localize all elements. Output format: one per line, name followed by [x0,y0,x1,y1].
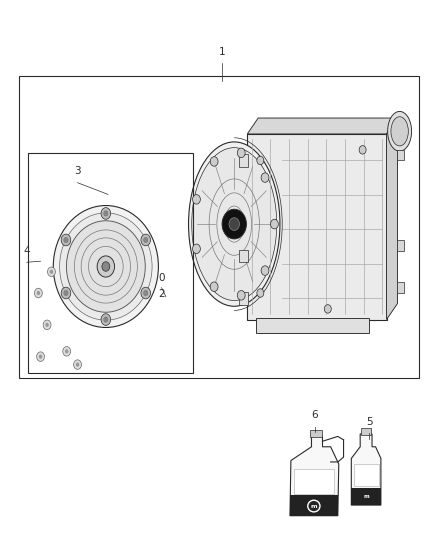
Circle shape [97,256,115,277]
Circle shape [65,349,68,353]
Circle shape [101,314,111,325]
Ellipse shape [53,206,159,327]
Circle shape [37,352,45,361]
Text: 6: 6 [311,410,318,420]
Text: 5: 5 [366,417,372,426]
Circle shape [104,211,108,216]
Bar [396,282,404,293]
Circle shape [64,290,68,296]
Text: 1: 1 [219,47,226,57]
Bar [351,488,381,505]
Circle shape [102,262,110,271]
Ellipse shape [308,500,320,512]
Bar [256,318,369,333]
Bar [396,240,404,251]
Circle shape [49,270,53,274]
Text: m: m [311,504,317,508]
Text: 4: 4 [23,246,30,256]
Circle shape [237,290,245,300]
Circle shape [193,195,200,204]
Circle shape [61,234,71,246]
Bar [310,430,322,437]
Circle shape [144,290,148,296]
Circle shape [101,208,111,219]
Circle shape [257,156,264,165]
Circle shape [222,209,247,239]
Circle shape [261,266,269,276]
Circle shape [210,282,218,292]
Circle shape [210,157,218,166]
Bar [294,469,334,494]
Circle shape [61,287,71,299]
Polygon shape [387,118,397,319]
Bar [28,152,193,373]
Circle shape [261,173,269,182]
Text: m: m [363,495,369,499]
Circle shape [144,237,148,243]
Circle shape [39,354,42,359]
Circle shape [141,234,151,246]
Circle shape [76,362,79,367]
Ellipse shape [388,111,412,151]
Bar [353,464,378,487]
Text: 3: 3 [74,166,81,176]
Circle shape [46,322,49,327]
Circle shape [104,317,108,322]
Ellipse shape [192,148,277,301]
Circle shape [229,217,240,230]
Circle shape [141,287,151,299]
Circle shape [193,244,200,254]
Circle shape [43,320,51,329]
Bar [361,428,371,435]
Bar [396,150,404,160]
Polygon shape [247,118,397,134]
Ellipse shape [391,117,408,146]
Polygon shape [290,437,339,516]
Bar [240,249,248,262]
Circle shape [64,237,68,243]
Polygon shape [351,434,381,505]
Circle shape [37,291,40,295]
Ellipse shape [188,142,280,306]
Text: 2: 2 [158,289,165,300]
Circle shape [74,360,81,369]
Circle shape [47,267,55,277]
Circle shape [324,305,331,313]
Circle shape [63,346,71,356]
Ellipse shape [67,221,145,312]
Bar [240,292,248,305]
Circle shape [35,288,42,298]
Bar [247,134,387,319]
Ellipse shape [60,213,152,320]
Circle shape [271,219,279,229]
Circle shape [359,146,366,154]
Bar [290,495,338,516]
Circle shape [257,289,264,297]
Circle shape [237,148,245,158]
Bar [240,154,248,167]
Bar [19,76,419,378]
Text: 0: 0 [158,273,165,284]
